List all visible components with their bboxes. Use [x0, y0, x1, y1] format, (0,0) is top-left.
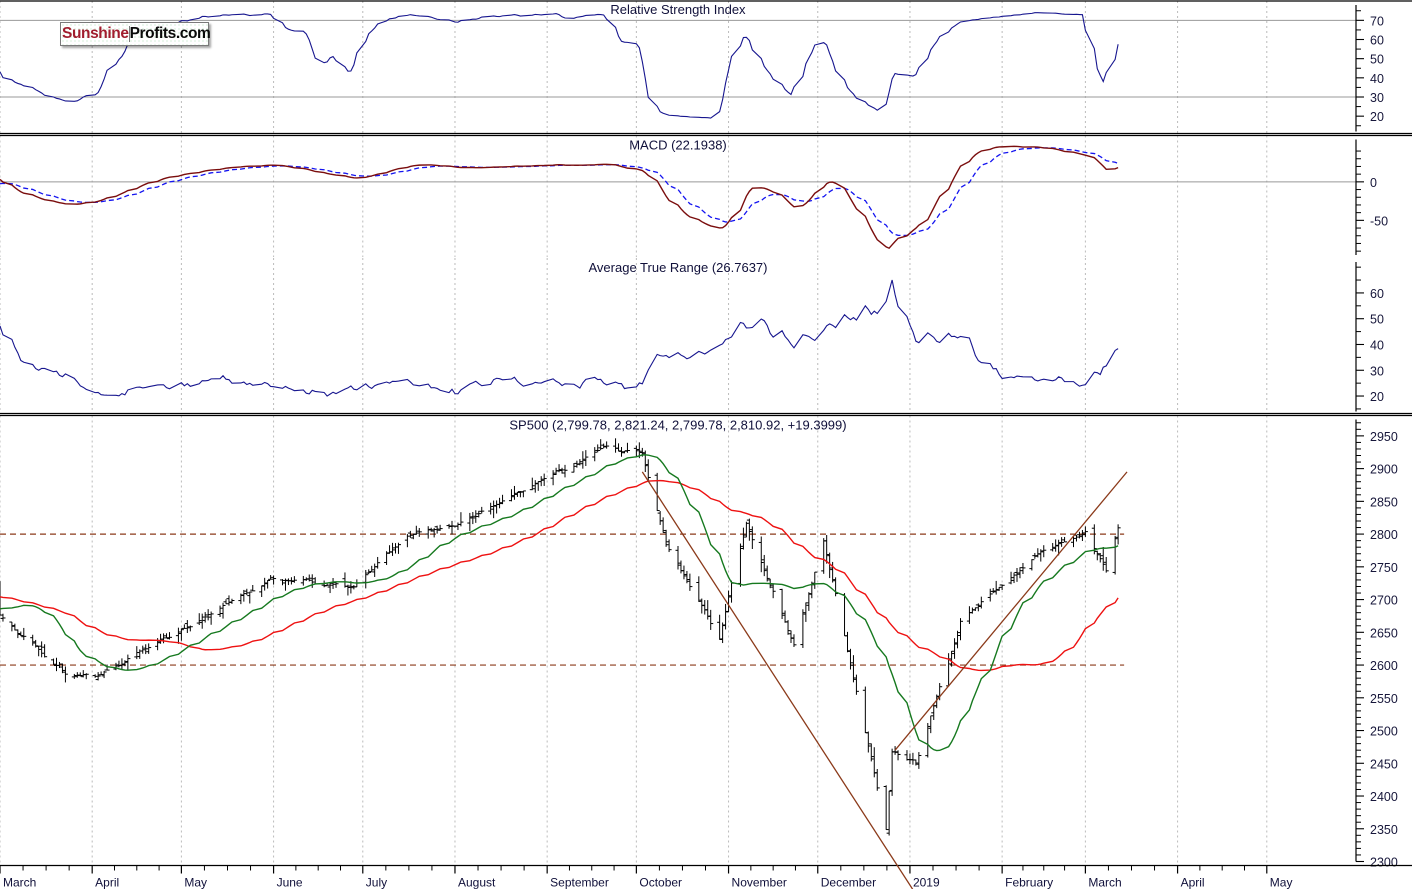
svg-text:2400: 2400 [1370, 790, 1398, 804]
svg-text:September: September [550, 876, 609, 889]
svg-text:2019: 2019 [913, 876, 940, 889]
svg-text:2550: 2550 [1370, 692, 1398, 706]
svg-text:March: March [3, 876, 36, 889]
svg-text:70: 70 [1370, 14, 1384, 28]
svg-text:40: 40 [1370, 72, 1384, 86]
svg-text:50: 50 [1370, 53, 1384, 67]
svg-text:December: December [821, 876, 876, 889]
svg-text:30: 30 [1370, 91, 1384, 105]
svg-text:MACD (22.1938): MACD (22.1938) [629, 138, 727, 153]
svg-text:2450: 2450 [1370, 757, 1398, 771]
svg-text:June: June [277, 876, 303, 889]
svg-text:40: 40 [1370, 338, 1384, 352]
svg-text:2600: 2600 [1370, 659, 1398, 673]
svg-text:2800: 2800 [1370, 528, 1398, 542]
svg-text:October: October [639, 876, 682, 889]
svg-text:60: 60 [1370, 287, 1384, 301]
svg-text:2950: 2950 [1370, 430, 1398, 444]
svg-text:0: 0 [1370, 176, 1377, 190]
svg-text:Average True Range (26.7637): Average True Range (26.7637) [589, 260, 768, 275]
svg-text:July: July [366, 876, 387, 889]
svg-text:August: August [458, 876, 496, 889]
svg-text:2850: 2850 [1370, 495, 1398, 509]
svg-text:-50: -50 [1370, 214, 1388, 228]
svg-text:60: 60 [1370, 34, 1384, 48]
svg-text:May: May [1270, 876, 1293, 889]
svg-text:20: 20 [1370, 390, 1384, 404]
svg-text:2300: 2300 [1370, 856, 1398, 870]
svg-text:Relative Strength Index: Relative Strength Index [610, 2, 746, 17]
svg-text:March: March [1088, 876, 1121, 889]
svg-text:2700: 2700 [1370, 594, 1398, 608]
svg-text:30: 30 [1370, 364, 1384, 378]
svg-text:2650: 2650 [1370, 626, 1398, 640]
svg-text:SP500 (2,799.78, 2,821.24, 2,7: SP500 (2,799.78, 2,821.24, 2,799.78, 2,8… [509, 418, 846, 433]
svg-text:April: April [1181, 876, 1205, 889]
svg-text:50: 50 [1370, 313, 1384, 327]
svg-text:2900: 2900 [1370, 463, 1398, 477]
svg-text:2750: 2750 [1370, 561, 1398, 575]
svg-text:November: November [732, 876, 787, 889]
svg-text:2500: 2500 [1370, 725, 1398, 739]
svg-text:February: February [1005, 876, 1053, 889]
svg-text:May: May [184, 876, 207, 889]
svg-text:April: April [95, 876, 119, 889]
svg-text:2350: 2350 [1370, 823, 1398, 837]
svg-text:20: 20 [1370, 110, 1384, 124]
